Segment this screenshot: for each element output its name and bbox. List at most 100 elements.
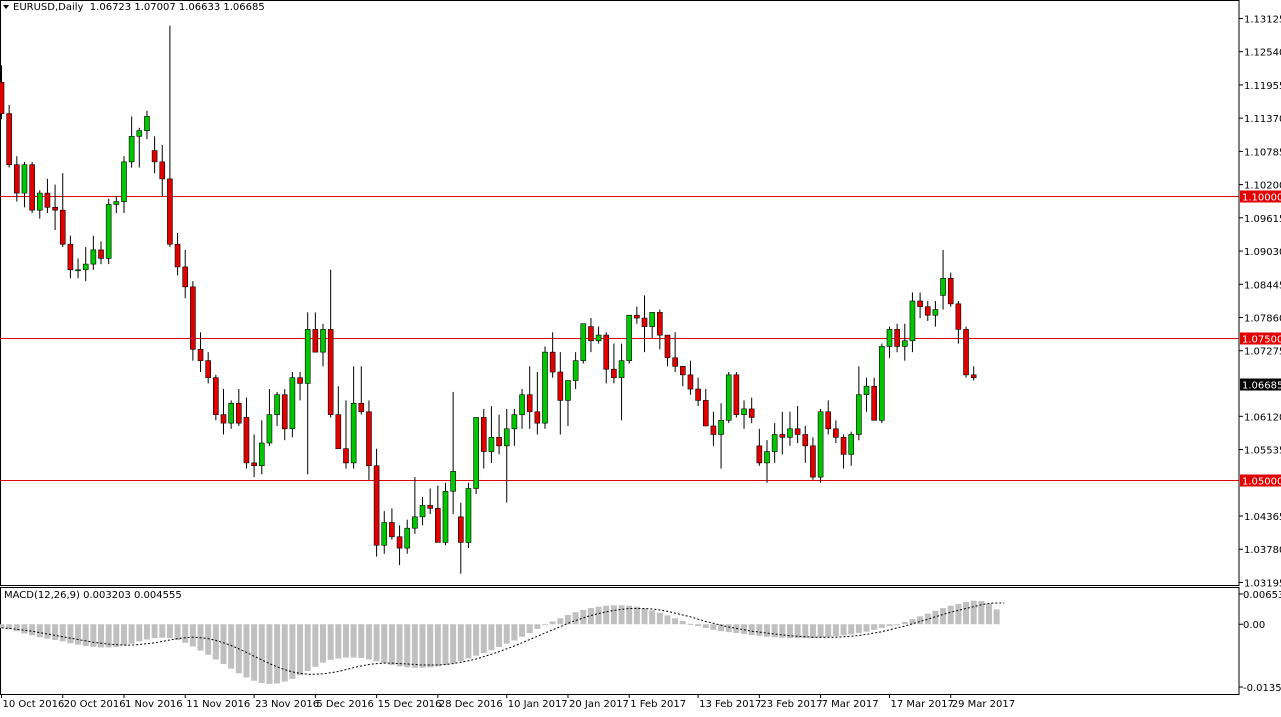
candle-body[interactable] [21, 164, 28, 194]
candle-body[interactable] [947, 278, 954, 305]
candle-body[interactable] [174, 243, 181, 268]
candle-body[interactable] [940, 278, 946, 296]
candle-body[interactable] [542, 351, 548, 424]
candle-body[interactable] [450, 471, 456, 492]
candle-body[interactable] [320, 329, 326, 353]
candle-body[interactable] [59, 209, 66, 245]
candle-body[interactable] [580, 323, 587, 361]
candle-body[interactable] [702, 400, 709, 427]
candle-body[interactable] [197, 348, 204, 361]
candle-body[interactable] [603, 334, 610, 370]
candle-body[interactable] [343, 448, 349, 464]
candle-body[interactable] [128, 136, 135, 163]
candle-body[interactable] [14, 164, 20, 194]
candle-body[interactable] [741, 408, 747, 415]
candle-body[interactable] [251, 462, 257, 467]
candle-body[interactable] [588, 326, 594, 342]
candle-body[interactable] [565, 380, 571, 401]
candle-body[interactable] [465, 488, 472, 543]
candle-body[interactable] [833, 428, 839, 438]
candle-body[interactable] [649, 312, 655, 327]
candle-body[interactable] [503, 428, 510, 447]
candle-body[interactable] [258, 442, 265, 467]
candle-body[interactable] [396, 536, 403, 549]
candle-body[interactable] [281, 394, 288, 430]
candle-body[interactable] [679, 366, 686, 376]
candle-body[interactable] [756, 445, 763, 464]
candle-body[interactable] [366, 411, 372, 467]
candle-body[interactable] [113, 201, 120, 205]
candle-body[interactable] [879, 346, 885, 421]
candle-body[interactable] [519, 394, 525, 415]
candle-body[interactable] [159, 161, 166, 180]
candle-body[interactable] [44, 192, 51, 208]
candle-body[interactable] [327, 329, 334, 415]
candle-body[interactable] [266, 414, 273, 444]
candle-body[interactable] [182, 266, 189, 288]
candle-body[interactable] [526, 394, 533, 413]
candle-body[interactable] [6, 113, 12, 166]
candle-body[interactable] [787, 428, 793, 438]
candle-body[interactable] [98, 249, 104, 259]
candle-body[interactable] [289, 377, 296, 430]
candle-body[interactable] [67, 243, 74, 271]
candle-body[interactable] [963, 329, 969, 376]
candle-body[interactable] [748, 408, 755, 418]
candle-body[interactable] [243, 417, 250, 464]
candle-body[interactable] [779, 434, 786, 438]
candle-body[interactable] [312, 329, 319, 353]
candle-body[interactable] [435, 508, 441, 543]
candle-body[interactable] [810, 445, 816, 478]
candle-body[interactable] [511, 414, 518, 430]
candle-body[interactable] [863, 385, 870, 396]
candle-body[interactable] [687, 374, 694, 390]
candle-body[interactable] [549, 351, 556, 373]
candle-body[interactable] [75, 269, 81, 272]
candle-body[interactable] [572, 360, 579, 381]
candle-body[interactable] [496, 437, 502, 447]
candle-body[interactable] [151, 150, 158, 163]
candle-body[interactable] [358, 402, 365, 413]
candle-body[interactable] [710, 425, 717, 435]
candle-body[interactable] [82, 263, 89, 271]
candle-body[interactable] [0, 82, 5, 114]
candle-body[interactable] [236, 402, 242, 424]
candle-body[interactable] [90, 249, 97, 265]
candle-body[interactable] [457, 516, 464, 543]
dropdown-caret-icon[interactable] [3, 5, 9, 9]
candle-body[interactable] [121, 161, 127, 202]
candle-body[interactable] [634, 314, 640, 319]
candle-body[interactable] [144, 116, 150, 131]
candle-body[interactable] [427, 505, 433, 509]
candle-body[interactable] [626, 314, 633, 361]
candle-body[interactable] [136, 130, 143, 137]
candle-body[interactable] [825, 411, 832, 430]
candle-body[interactable] [794, 428, 801, 435]
candle-body[interactable] [733, 374, 740, 415]
candle-body[interactable] [618, 360, 625, 378]
candle-body[interactable] [909, 300, 916, 342]
candle-body[interactable] [817, 411, 824, 478]
candle-body[interactable] [901, 340, 908, 347]
candle-body[interactable] [480, 417, 487, 452]
candle-body[interactable] [894, 329, 900, 347]
candle-body[interactable] [672, 357, 678, 367]
candle-body[interactable] [557, 371, 564, 401]
candle-body[interactable] [848, 434, 855, 455]
candle-body[interactable] [886, 329, 893, 347]
candle-body[interactable] [52, 207, 58, 211]
candle-body[interactable] [412, 516, 418, 529]
candle-body[interactable] [840, 437, 847, 455]
candle-body[interactable] [404, 527, 411, 549]
candle-body[interactable] [213, 377, 219, 415]
candle-body[interactable] [473, 417, 479, 489]
candle-body[interactable] [771, 434, 778, 452]
candle-body[interactable] [932, 309, 939, 316]
candle-body[interactable] [695, 388, 701, 401]
candle-body[interactable] [373, 465, 380, 546]
candle-body[interactable] [335, 414, 342, 449]
candle-body[interactable] [419, 505, 426, 518]
candle-body[interactable] [190, 286, 196, 350]
candle-body[interactable] [488, 437, 495, 452]
candle-body[interactable] [764, 451, 770, 464]
